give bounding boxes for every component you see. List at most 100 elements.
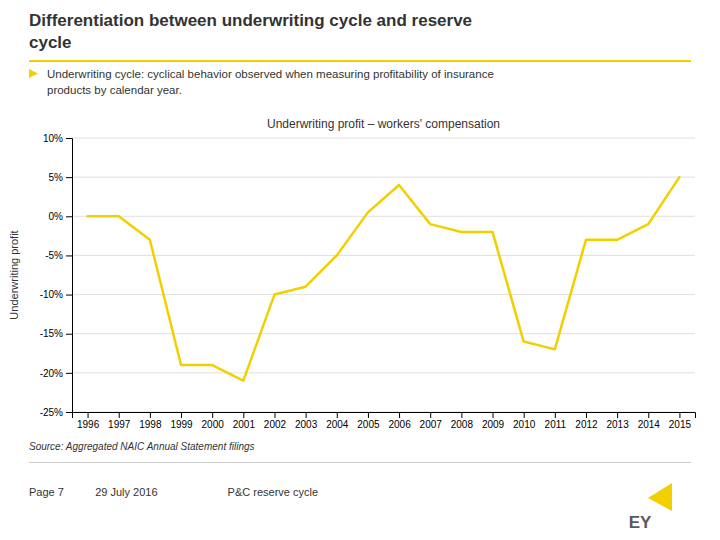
grid-line — [72, 294, 695, 295]
x-tick-label: 1996 — [77, 419, 100, 430]
bullet-text-line: products by calendar year. — [47, 84, 182, 96]
x-tick-mark — [524, 412, 525, 418]
y-tick-label: 0% — [49, 211, 64, 222]
y-tick-mark — [66, 373, 72, 374]
grid-line — [72, 216, 695, 217]
x-tick-label: 2008 — [451, 419, 474, 430]
y-tick-label: -25% — [40, 407, 63, 418]
y-tick-mark — [66, 412, 72, 413]
x-tick-mark — [493, 412, 494, 418]
x-tick-label: 2011 — [545, 419, 567, 430]
x-tick-label: 2010 — [513, 419, 536, 430]
x-tick-label: 2015 — [669, 419, 692, 430]
x-tick-mark — [648, 412, 649, 418]
y-tick: -15% — [40, 328, 72, 339]
y-tick-label: 10% — [43, 133, 63, 144]
x-tick-mark — [243, 412, 244, 418]
x-tick-mark — [88, 412, 89, 418]
slide-title-line: Differentiation between underwriting cyc… — [29, 11, 472, 30]
x-tick-mark — [679, 412, 680, 418]
y-axis-title: Underwriting profit — [8, 230, 20, 319]
y-tick-mark — [66, 177, 72, 178]
x-tick-mark — [399, 412, 400, 418]
source: Source: Aggregated NAIC Annual Statement… — [29, 441, 255, 452]
y-tick-label: 5% — [49, 172, 64, 183]
x-tick-label: 2000 — [202, 419, 225, 430]
y-tick-label: -5% — [45, 250, 63, 261]
data-line — [88, 177, 680, 381]
logo-mark — [648, 483, 672, 511]
x-tick: 2002 — [264, 412, 287, 430]
x-tick: 2005 — [357, 412, 380, 430]
y-tick: -10% — [40, 289, 72, 300]
x-tick-mark — [306, 412, 307, 418]
x-tick-mark — [555, 412, 556, 418]
x-tick-label: 2013 — [607, 419, 630, 430]
title-rule — [29, 60, 691, 62]
grid-line — [72, 138, 695, 139]
x-tick: 1997 — [108, 412, 131, 430]
x-tick-label: 2006 — [388, 419, 411, 430]
slide-title: Differentiation between underwriting cyc… — [29, 11, 472, 52]
logo-text: EY — [629, 513, 652, 532]
grid-line — [72, 372, 695, 373]
x-tick: 2007 — [420, 412, 443, 430]
x-tick-label: 2003 — [295, 419, 318, 430]
x-tick-label: 2001 — [233, 419, 256, 430]
y-tick-label: -20% — [40, 368, 63, 379]
footer-text: Page 7 — [29, 486, 64, 498]
x-tick-mark — [212, 412, 213, 418]
footer-text: P&C reserve cycle — [228, 486, 318, 498]
y-tick: -5% — [45, 250, 72, 261]
x-tick-label: 2005 — [357, 419, 380, 430]
y-tick-mark — [66, 334, 72, 335]
plot: 1996 1997 1998 1999 2000 2001 2002 2003 2004 2005… — [40, 133, 696, 430]
x-tick: 1998 — [139, 412, 162, 430]
grid-line — [72, 255, 695, 256]
y-tick: 10% — [43, 133, 72, 144]
x-tick-mark — [430, 412, 431, 418]
x-tick: 2003 — [295, 412, 318, 430]
x-tick: 2014 — [638, 412, 661, 430]
x-tick: 2008 — [451, 412, 474, 430]
x-tick-mark — [181, 412, 182, 418]
x-tick-label: 2012 — [575, 419, 598, 430]
x-tick-mark — [617, 412, 618, 418]
marks — [88, 177, 680, 381]
y-tick-mark — [66, 138, 72, 139]
x-tick-mark — [337, 412, 338, 418]
x-tick-mark — [586, 412, 587, 418]
x-tick-label: 2004 — [326, 419, 349, 430]
x-tick-label: 1997 — [108, 419, 131, 430]
y-tick: 0% — [49, 211, 72, 222]
x-tick-mark — [150, 412, 151, 418]
x-tick-label: 1999 — [170, 419, 193, 430]
bullet-text-line: Underwriting cycle: cyclical behavior ob… — [47, 68, 494, 80]
x-tick: 1999 — [170, 412, 193, 430]
y-tick-label: -10% — [40, 289, 63, 300]
y-tick-mark — [66, 216, 72, 217]
x-axis-line — [73, 413, 696, 419]
x-tick-mark — [119, 412, 120, 418]
x-tick: 2012 — [575, 412, 598, 430]
x-tick: 2004 — [326, 412, 349, 430]
y-axis-line — [66, 139, 73, 413]
x-tick: 2001 — [233, 412, 256, 430]
x-tick-label: 2002 — [264, 419, 287, 430]
x-tick: 2013 — [607, 412, 630, 430]
y-tick-mark — [66, 255, 72, 256]
y-tick-mark — [66, 295, 72, 296]
x-tick-mark — [274, 412, 275, 418]
x-tick: 1996 — [77, 412, 100, 430]
footer-rule — [29, 462, 691, 463]
slide-title-line: cycle — [29, 33, 72, 52]
x-tick: 2009 — [482, 412, 505, 430]
y-tick: 5% — [49, 172, 72, 183]
x-axis: 1996 1997 1998 1999 2000 2001 2002 2003 2004 2005… — [73, 412, 696, 430]
x-tick-label: 2014 — [638, 419, 661, 430]
x-tick: 2015 — [669, 412, 692, 430]
x-tick: 2010 — [513, 412, 536, 430]
x-tick: 2011 — [545, 412, 567, 430]
y-tick-label: -15% — [40, 328, 63, 339]
x-tick-mark — [461, 412, 462, 418]
